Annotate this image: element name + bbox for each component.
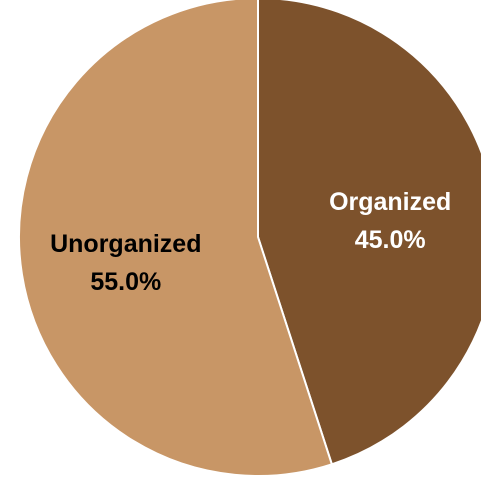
slice-percent-label: 55.0% xyxy=(90,268,161,296)
pie-slice-organized xyxy=(257,0,481,466)
pie-label-organized: Organized 45.0% xyxy=(329,188,451,254)
pie-label-unorganized: Unorganized 55.0% xyxy=(50,230,201,296)
pie-slice-unorganized xyxy=(18,0,333,477)
slice-percent-label: 45.0% xyxy=(355,226,426,254)
pie-slices xyxy=(18,0,481,477)
pie-labels: Organized 45.0% Unorganized 55.0% xyxy=(50,188,451,296)
slice-category-label: Organized xyxy=(329,188,451,216)
slice-category-label: Unorganized xyxy=(50,230,201,258)
